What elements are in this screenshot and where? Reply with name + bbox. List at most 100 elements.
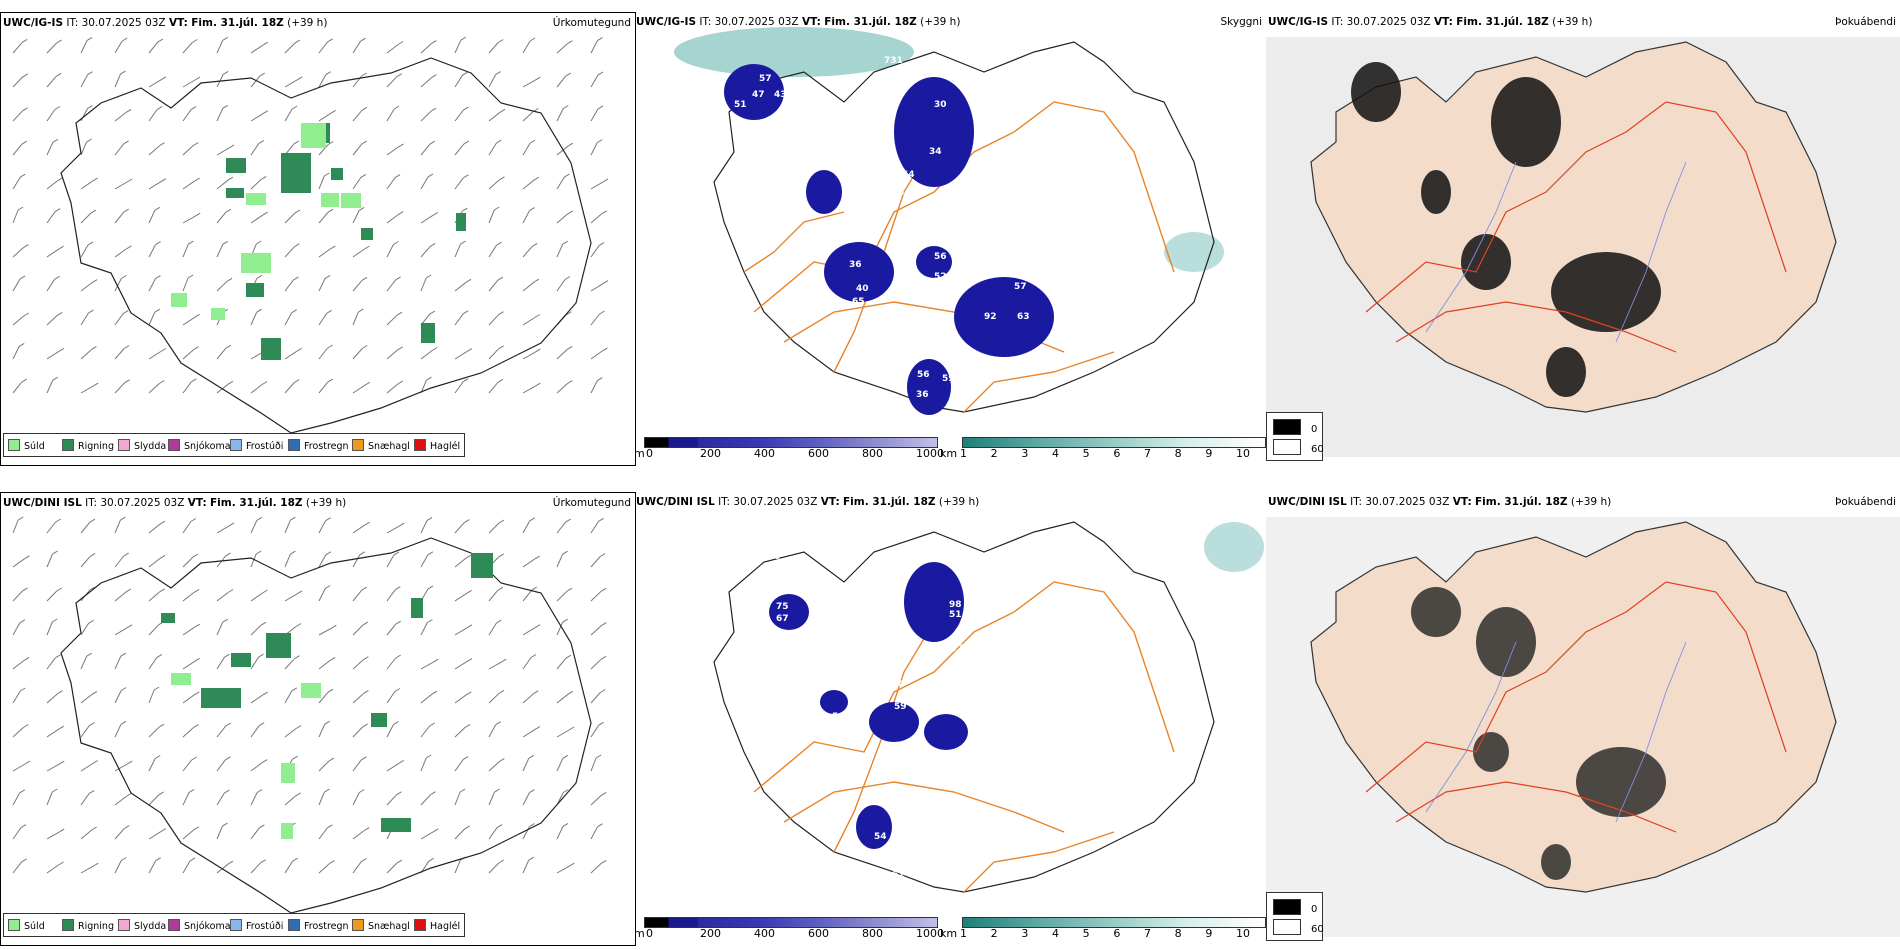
- colorbar-tick: 2: [990, 927, 998, 940]
- wind-barb: [12, 247, 24, 258]
- wind-barb: [80, 521, 91, 534]
- cloudbase-value-label: 59: [942, 374, 955, 384]
- wind-barb: [114, 382, 125, 394]
- wind-barb-flag: [564, 173, 570, 178]
- wind-barb: [12, 176, 21, 190]
- wind-barb-flag: [191, 756, 197, 761]
- wind-barb: [114, 796, 127, 806]
- colorbar-tick: 6: [1113, 927, 1121, 940]
- wind-barb-flag: [395, 620, 402, 625]
- wind-barb: [46, 109, 56, 122]
- wind-barb: [182, 829, 195, 840]
- wind-barb-flag: [159, 142, 165, 147]
- wind-barb: [114, 181, 128, 190]
- precip-map: [12, 36, 609, 434]
- wind-barb-flag: [361, 586, 368, 591]
- wind-barb: [12, 278, 21, 292]
- wind-barb-flag: [362, 723, 368, 728]
- wind-barb: [148, 657, 158, 670]
- wind-barb: [454, 828, 466, 840]
- precip-panel-bottom: UWC/DINI ISL IT: 30.07.2025 03Z VT: Fim.…: [0, 492, 636, 946]
- wind-barb-flag: [494, 206, 500, 211]
- colorbar-tick: 1: [960, 927, 967, 940]
- wind-barb: [182, 860, 191, 874]
- wind-barb: [46, 279, 56, 292]
- fog-label: 60: [1311, 444, 1324, 455]
- wind-barb-flag: [54, 275, 60, 280]
- wind-barb-flag: [258, 653, 264, 658]
- wind-barb: [454, 694, 467, 704]
- wind-barb: [556, 590, 568, 602]
- wind-barb-flag: [20, 824, 27, 829]
- wind-barb: [12, 622, 21, 636]
- cloudbase-value-label: 67: [1036, 724, 1049, 734]
- wind-barb: [352, 348, 363, 360]
- wind-barb: [522, 729, 536, 738]
- legend-swatch: [62, 439, 74, 451]
- wind-barb: [352, 279, 363, 292]
- wind-barb-flag: [20, 173, 26, 178]
- wind-barb-flag: [396, 859, 403, 864]
- legend-swatch: [8, 439, 20, 451]
- wind-barb-flag: [256, 789, 263, 793]
- wind-barb-flag: [324, 274, 331, 279]
- legend-item-súld: Súld: [8, 919, 45, 932]
- wind-barb: [148, 311, 156, 326]
- wind-barb-flag: [92, 177, 98, 182]
- wind-barb-flag: [600, 791, 607, 796]
- wind-barb: [420, 350, 433, 360]
- wind-barb-flag: [431, 690, 438, 695]
- wind-barb: [148, 794, 160, 806]
- wind-barb-flag: [123, 140, 129, 145]
- wind-barb: [284, 312, 293, 326]
- wind-barb-flag: [498, 859, 505, 864]
- wind-barb-flag: [459, 788, 466, 793]
- wind-barb-flag: [600, 655, 607, 660]
- wind-barb: [590, 74, 599, 88]
- wind-barb: [148, 591, 160, 602]
- wind-barb-flag: [394, 174, 401, 179]
- wind-barb: [80, 212, 92, 224]
- wind-barb: [250, 214, 263, 224]
- wind-barb: [80, 141, 87, 156]
- wind-barb-flag: [188, 240, 194, 245]
- precip-type-legend: Súld Rigning Slydda Snjókoma Frostúði Frostre…: [3, 913, 465, 937]
- cloudbase-value-label: 32: [889, 242, 902, 252]
- wind-barb-flag: [86, 652, 92, 657]
- wind-barb-flag: [259, 824, 265, 829]
- wind-barb: [318, 554, 327, 568]
- wind-barb: [148, 758, 156, 772]
- wind-barb: [284, 519, 291, 534]
- wind-barb-flag: [562, 754, 569, 759]
- wind-barb: [284, 553, 291, 568]
- wind-barb-flag: [534, 76, 541, 81]
- wind-barb: [80, 829, 93, 840]
- wind-barb: [46, 728, 59, 738]
- wind-barb-flag: [55, 72, 62, 77]
- cloudbase-value-label: 39: [1054, 322, 1067, 332]
- wind-barb-flag: [292, 857, 298, 862]
- wind-barb-flag: [398, 143, 404, 148]
- wind-barb-flag: [294, 39, 301, 44]
- wind-barb-flag: [364, 381, 370, 386]
- wind-barb: [148, 523, 161, 534]
- colorbar-tick: 5: [1082, 447, 1090, 460]
- wind-barb: [488, 314, 499, 326]
- wind-barb-flag: [431, 347, 438, 351]
- wind-barb: [352, 384, 365, 394]
- precip-panel-title: UWC/IG-IS IT: 30.07.2025 03Z VT: Fim. 31…: [3, 17, 328, 29]
- wind-barb: [420, 794, 431, 806]
- wind-barb-flag: [397, 380, 404, 385]
- wind-barb: [182, 727, 194, 738]
- wind-barb: [250, 179, 262, 190]
- wind-barb-flag: [259, 72, 266, 77]
- wind-barb: [420, 214, 434, 224]
- wind-barb-flag: [262, 41, 268, 46]
- wind-barb-flag: [194, 691, 200, 696]
- wind-barb-flag: [495, 71, 501, 76]
- wind-barb-flag: [396, 73, 402, 78]
- wind-barb-flag: [123, 208, 130, 213]
- wind-barb-flag: [54, 208, 61, 213]
- wind-barb: [590, 826, 599, 840]
- colorbar-tick: 0: [646, 927, 653, 940]
